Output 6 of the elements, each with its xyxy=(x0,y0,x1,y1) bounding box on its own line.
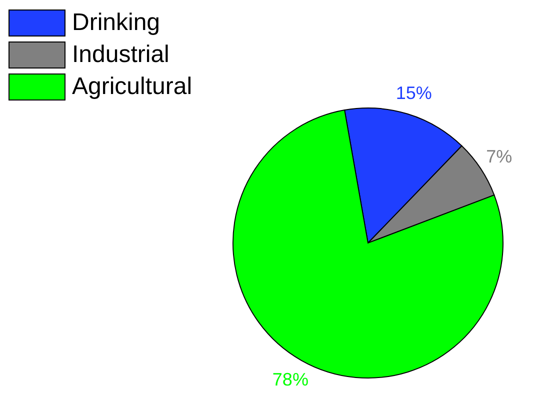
legend-label: Drinking xyxy=(72,9,160,37)
legend-label: Industrial xyxy=(72,41,170,69)
data-label: 7% xyxy=(486,146,512,167)
data-label: 15% xyxy=(396,82,432,103)
legend-label: Agricultural xyxy=(72,73,192,101)
data-label: 78% xyxy=(272,370,308,390)
